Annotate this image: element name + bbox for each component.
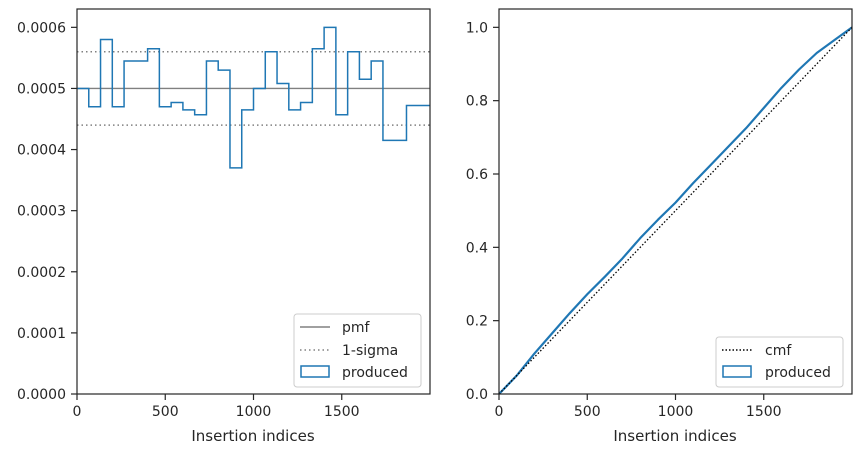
cdf-y-tick-label: 0.2 <box>466 314 488 330</box>
legend-pmf-label: pmf <box>342 320 371 336</box>
produced-cdf-line <box>498 26 853 395</box>
cdf-x-tick-label: 1500 <box>746 404 782 420</box>
histogram-y-tick-label: 0.0001 <box>17 326 66 342</box>
histogram-y-tick-label: 0.0005 <box>17 81 66 97</box>
cdf-x-tick-label: 500 <box>574 404 601 420</box>
cdf-y-tick-label: 0.6 <box>466 167 488 183</box>
cdf-x-ticks: 0 500 1000 1500 <box>495 394 782 420</box>
histogram-y-tick-label: 0.0002 <box>17 265 66 281</box>
cdf-y-tick-label: 0.8 <box>466 94 488 110</box>
histogram-x-axis-label: Insertion indices <box>191 427 314 445</box>
legend-cmf-label: cmf <box>765 343 792 359</box>
histogram-y-tick-label: 0.0000 <box>17 387 66 403</box>
histogram-y-tick-label: 0.0006 <box>17 20 66 36</box>
histogram-legend-box <box>293 313 422 388</box>
cdf-y-tick-label: 1.0 <box>466 20 488 36</box>
cdf-x-tick-label: 0 <box>495 404 504 420</box>
cmf-line <box>498 26 853 395</box>
histogram-x-tick-label: 1500 <box>324 404 360 420</box>
legend-sigma-label: 1-sigma <box>342 343 398 359</box>
cdf-legend: cmf produced <box>715 336 844 388</box>
histogram-y-tick-label: 0.0003 <box>17 204 66 220</box>
cdf-x-axis-label: Insertion indices <box>613 427 736 445</box>
histogram-x-tick-label: 500 <box>152 404 179 420</box>
histogram-y-ticks: 0.0000 0.0001 0.0002 0.0003 0.0004 0.0005 0.00… <box>17 20 77 403</box>
cdf-plot-area <box>498 26 853 395</box>
histogram-plot-area <box>77 26 430 169</box>
histogram-x-tick-label: 0 <box>73 404 82 420</box>
histogram-x-ticks: 0 500 1000 1500 <box>73 394 360 420</box>
cdf-y-tick-label: 0.0 <box>466 387 488 403</box>
histogram-x-tick-label: 1000 <box>236 404 272 420</box>
legend-produced-label: produced <box>342 365 408 381</box>
histogram-y-tick-label: 0.0004 <box>17 143 66 159</box>
legend-cdf-produced-swatch <box>722 365 752 378</box>
cdf-y-ticks: 0.0 0.2 0.4 0.6 0.8 1.0 <box>466 20 499 403</box>
cdf-panel: 0 500 1000 1500 0.0 0.2 0.4 0.6 0.8 1.0 Insertio… <box>466 8 853 445</box>
cdf-x-tick-label: 1000 <box>658 404 694 420</box>
legend-produced-swatch <box>300 365 330 378</box>
histogram-legend: pmf 1-sigma produced <box>293 313 422 388</box>
cdf-y-tick-label: 0.4 <box>466 240 488 256</box>
histogram-panel: 0 500 1000 1500 0.00000.00010.00020.00030.0… <box>17 8 431 445</box>
legend-cdf-produced-label: produced <box>765 365 831 381</box>
histogram-step-outline <box>77 26 430 169</box>
